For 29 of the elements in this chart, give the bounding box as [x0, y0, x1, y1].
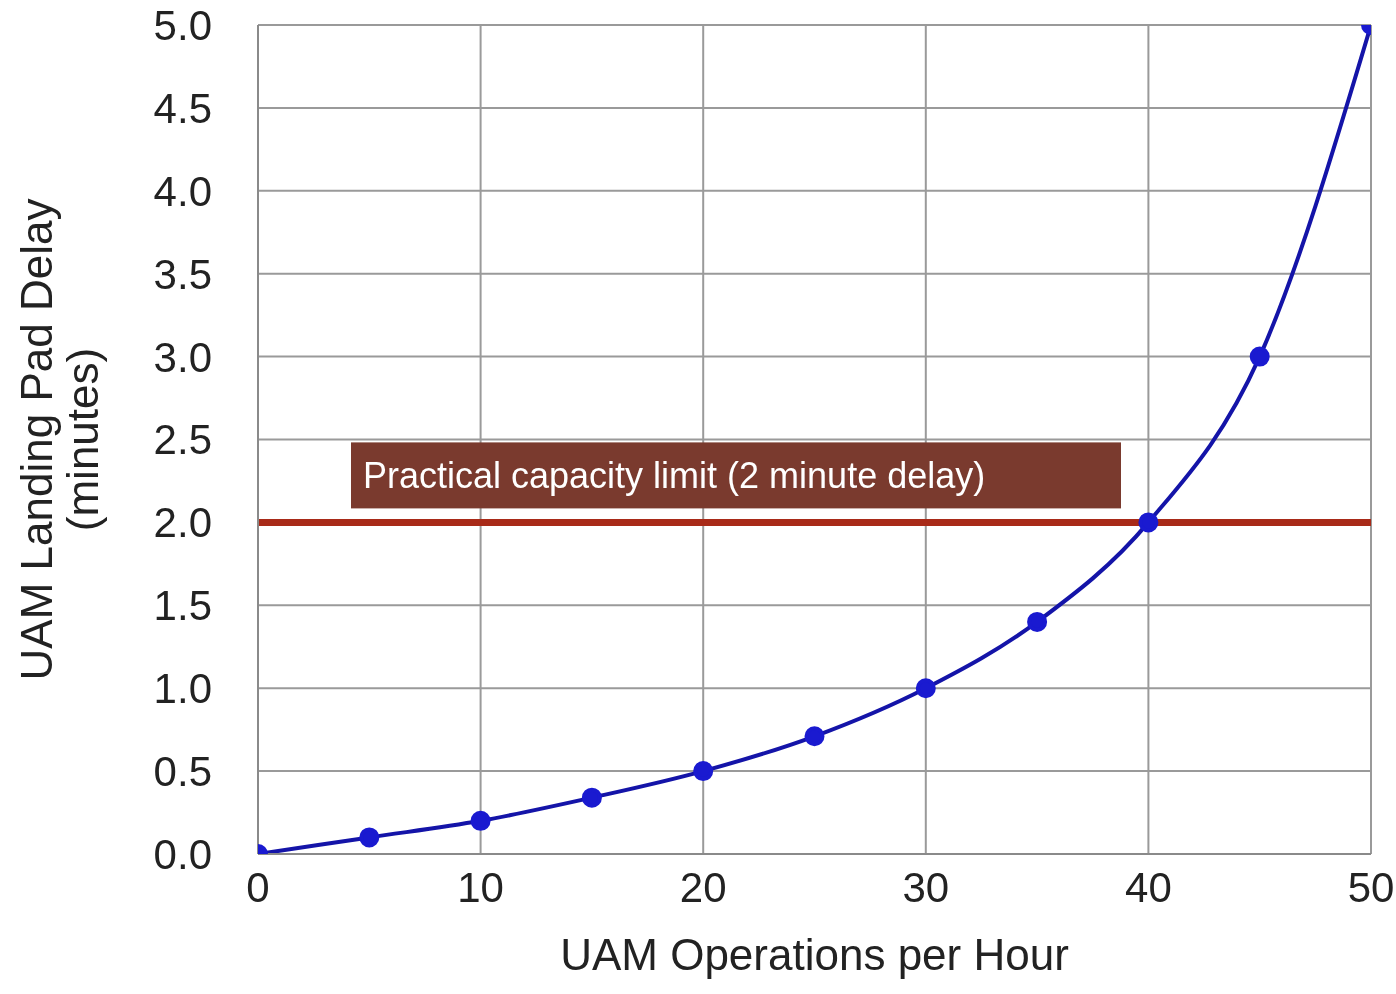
y-tick-label: 1.0	[153, 665, 212, 713]
point	[1027, 611, 1048, 632]
y-tick-label: 2.0	[153, 499, 212, 547]
y-tick-label: 2.5	[153, 416, 212, 464]
y-tick-label: 3.0	[153, 333, 212, 381]
ref-line-label: Practical capacity limit (2 minute delay)	[363, 455, 986, 497]
x-tick-label: 10	[457, 863, 504, 911]
point	[915, 678, 936, 699]
point	[804, 726, 825, 747]
x-tick-label: 20	[679, 863, 727, 911]
x-axis-title: UAM Operations per Hour	[560, 930, 1069, 979]
y-tick-label: 0.5	[153, 748, 212, 796]
x-tick-label: 30	[902, 863, 950, 911]
point	[581, 787, 602, 808]
y-tick-label: 4.5	[153, 84, 212, 132]
y-tick-label: 1.5	[153, 582, 212, 630]
x-tick-label: 50	[1347, 863, 1395, 911]
point	[693, 761, 714, 782]
point	[1138, 512, 1159, 533]
y-tick-label: 3.5	[153, 250, 212, 298]
x-tick-label: 40	[1125, 863, 1172, 911]
x-tick-label: 0	[246, 863, 270, 911]
y-tick-label: 4.0	[153, 167, 212, 215]
point	[470, 810, 491, 831]
y-tick-label: 0.0	[153, 830, 212, 878]
y-tick-label: 5.0	[153, 1, 212, 49]
y-axis-title: UAM Landing Pad Delay (minutes)	[12, 198, 107, 681]
point	[359, 827, 380, 848]
point	[1249, 346, 1270, 367]
